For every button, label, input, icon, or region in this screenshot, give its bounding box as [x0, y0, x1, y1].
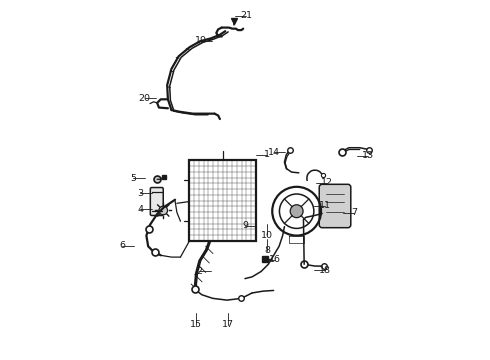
Text: 1: 1: [264, 150, 270, 159]
Text: 21: 21: [241, 11, 252, 20]
FancyBboxPatch shape: [319, 184, 351, 228]
Text: 8: 8: [264, 246, 270, 255]
Text: 17: 17: [222, 320, 234, 329]
Text: 20: 20: [139, 94, 150, 103]
Text: 3: 3: [137, 189, 144, 198]
Text: 12: 12: [321, 178, 333, 187]
Circle shape: [159, 206, 168, 215]
Circle shape: [290, 205, 303, 218]
Text: 6: 6: [120, 241, 125, 250]
Text: 5: 5: [130, 174, 136, 183]
Text: 9: 9: [242, 221, 248, 230]
Bar: [190, 160, 256, 241]
Text: 2: 2: [196, 267, 202, 276]
Text: 16: 16: [269, 255, 281, 264]
FancyBboxPatch shape: [150, 188, 163, 216]
Text: 14: 14: [268, 148, 280, 157]
Text: 10: 10: [261, 231, 273, 240]
Text: 19: 19: [195, 36, 206, 45]
Text: 13: 13: [362, 151, 374, 160]
Text: 7: 7: [351, 208, 357, 217]
Text: 18: 18: [319, 266, 331, 275]
Text: 11: 11: [319, 201, 331, 210]
Text: 15: 15: [190, 320, 201, 329]
Text: 4: 4: [137, 205, 143, 214]
